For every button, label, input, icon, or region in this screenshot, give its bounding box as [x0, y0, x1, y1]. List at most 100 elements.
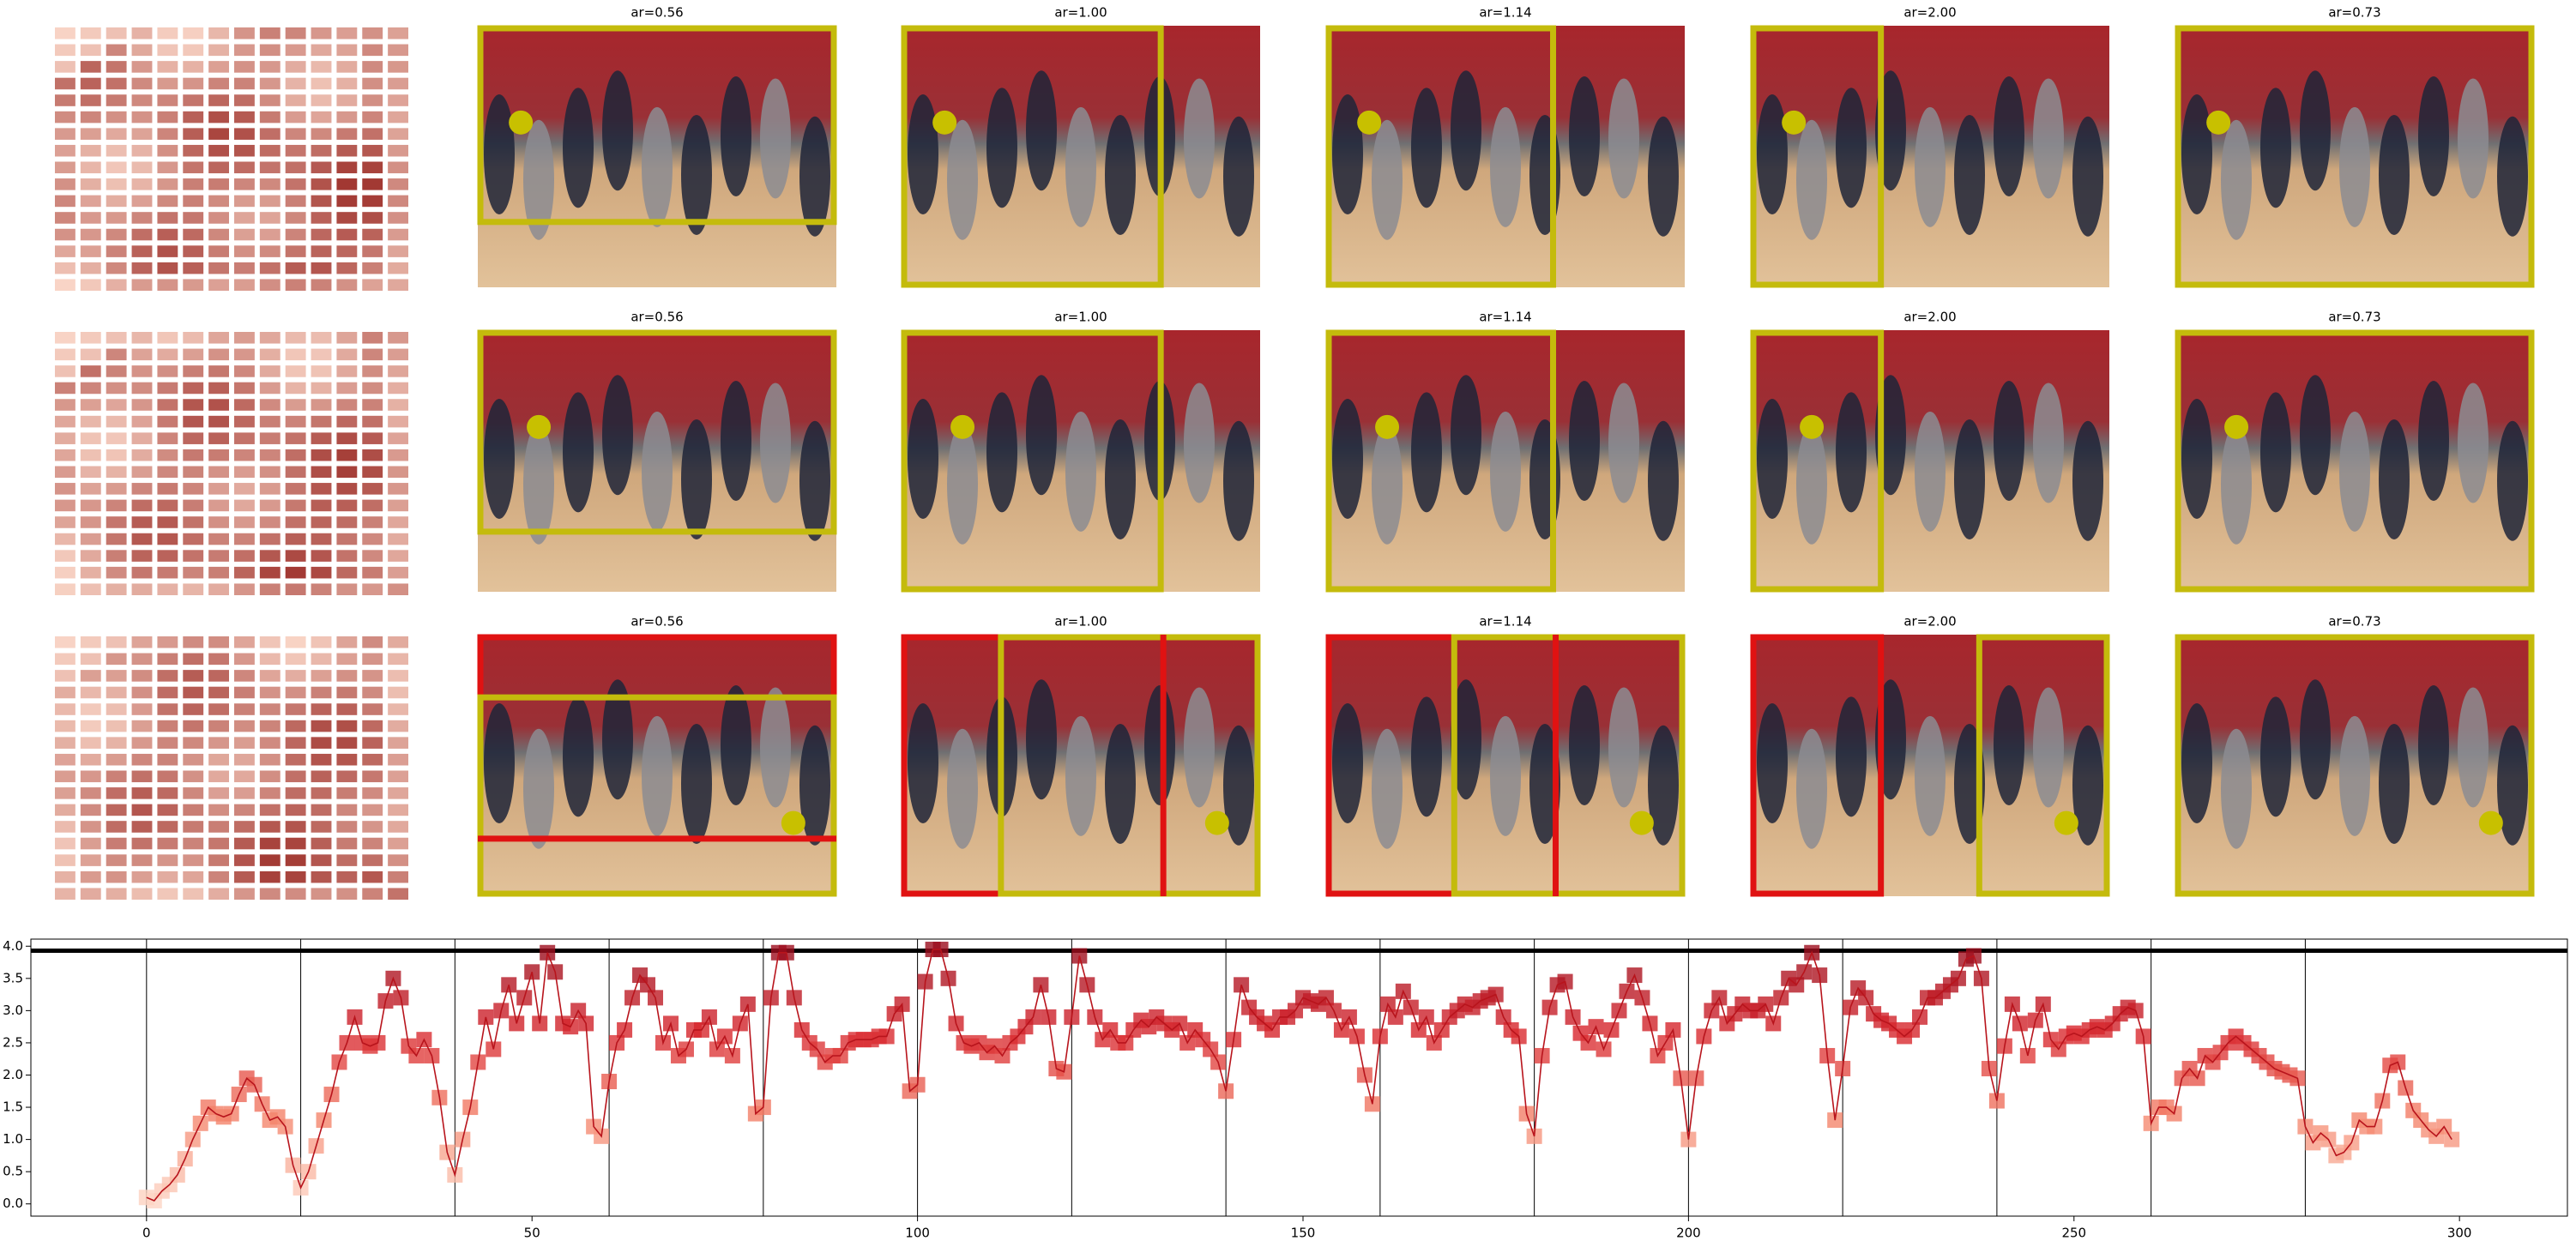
- heatmap-cell: [80, 144, 101, 157]
- heatmap-cell: [80, 61, 101, 73]
- heatmap-cell: [336, 770, 358, 783]
- heatmap-cell: [259, 871, 281, 883]
- player: [1105, 419, 1136, 539]
- heatmap-cell: [234, 770, 255, 783]
- heatmap-cell: [259, 415, 281, 428]
- heatmap-cell: [336, 653, 358, 666]
- heatmap-cell: [285, 821, 306, 833]
- heatmap-cell: [106, 653, 127, 666]
- heatmap-cell: [183, 871, 204, 883]
- heatmap-cell: [388, 720, 408, 732]
- heatmap-cell: [388, 770, 408, 783]
- heatmap-cell: [55, 837, 75, 850]
- heatmap-cell: [285, 332, 306, 344]
- heatmap-cell: [106, 228, 127, 241]
- heatmap-cell: [259, 670, 281, 682]
- heatmap-cell: [131, 279, 153, 291]
- heatmap-cell: [362, 566, 383, 579]
- heatmap-cell: [208, 432, 229, 444]
- heatmap-cell: [55, 245, 75, 257]
- heatmap-cell: [311, 449, 332, 461]
- y-tick-label: 3.5: [3, 970, 23, 985]
- heatmap-cell: [183, 399, 204, 411]
- focus-point: [2478, 810, 2503, 835]
- heatmap-cell: [157, 228, 178, 241]
- heatmap-cell: [311, 653, 332, 666]
- heatmap-cell: [106, 854, 127, 866]
- heatmap-cell: [259, 753, 281, 766]
- heatmap-cell: [336, 636, 358, 648]
- player: [1608, 687, 1639, 808]
- player: [1915, 715, 1946, 836]
- heatmap-cell: [388, 533, 408, 545]
- heatmap-cell: [285, 787, 306, 799]
- heatmap-cell: [362, 636, 383, 648]
- heatmap-cell: [285, 636, 306, 648]
- heatmap-cell: [80, 212, 101, 224]
- heatmap-cell: [157, 837, 178, 850]
- heatmap-cell: [157, 871, 178, 883]
- heatmap-cell: [80, 821, 101, 833]
- player: [642, 411, 673, 532]
- heatmap-cell: [131, 228, 153, 241]
- heatmap-cell: [285, 27, 306, 39]
- player: [2497, 725, 2528, 846]
- heatmap-cell: [234, 753, 255, 766]
- heatmap-cell: [80, 228, 101, 241]
- heatmap-cell: [234, 111, 255, 123]
- player: [2458, 687, 2489, 808]
- heatmap-cell: [157, 583, 178, 595]
- heatmap-cell: [362, 399, 383, 411]
- heatmap-cell: [285, 670, 306, 682]
- player: [1648, 420, 1679, 541]
- crop-box: [1451, 634, 1686, 897]
- focus-point: [2224, 414, 2249, 439]
- heatmap-cell: [336, 262, 358, 274]
- heatmap-cell: [183, 382, 204, 395]
- heatmap-cell: [285, 111, 306, 123]
- crop-box: [477, 329, 837, 535]
- heatmap-cell: [336, 27, 358, 39]
- player: [1648, 116, 1679, 237]
- player: [2033, 687, 2064, 808]
- heatmap-cell: [80, 415, 101, 428]
- player: [1915, 106, 1946, 227]
- heatmap-cell: [157, 787, 178, 799]
- heatmap-cell: [55, 228, 75, 241]
- heatmap-cell: [388, 483, 408, 495]
- heatmap-cell: [157, 161, 178, 174]
- heatmap-cell: [311, 871, 332, 883]
- heatmap-cell: [183, 77, 204, 90]
- heatmap-cell: [362, 111, 383, 123]
- heatmap-cell: [362, 533, 383, 545]
- heatmap-cell: [208, 382, 229, 395]
- heatmap-cell: [336, 720, 358, 732]
- heatmap-cell: [208, 228, 229, 241]
- panel-title: ar=1.00: [1054, 310, 1107, 325]
- heatmap-cell: [80, 178, 101, 190]
- heatmap-cell: [183, 566, 204, 579]
- heatmap-cell: [80, 854, 101, 866]
- heatmap-cell: [362, 888, 383, 900]
- heatmap-cell: [388, 821, 408, 833]
- heatmap-cell: [157, 432, 178, 444]
- heatmap-cell: [259, 94, 281, 106]
- heatmap-cell: [234, 212, 255, 224]
- heatmap-cell: [336, 483, 358, 495]
- heatmap-cell: [362, 483, 383, 495]
- heatmap-cell: [311, 550, 332, 562]
- heatmap-cell: [183, 449, 204, 461]
- heatmap-cell: [80, 432, 101, 444]
- heatmap-cell: [388, 128, 408, 140]
- heatmap-cell: [311, 566, 332, 579]
- heatmap-cell: [336, 178, 358, 190]
- heatmap-cell: [106, 332, 127, 344]
- heatmap-cell: [259, 348, 281, 361]
- heatmap-cell: [234, 483, 255, 495]
- heatmap-cell: [157, 686, 178, 699]
- heatmap-cell: [311, 703, 332, 715]
- player: [1184, 383, 1215, 503]
- heatmap-cell: [157, 770, 178, 783]
- player: [947, 424, 978, 545]
- heatmap-cell: [157, 382, 178, 395]
